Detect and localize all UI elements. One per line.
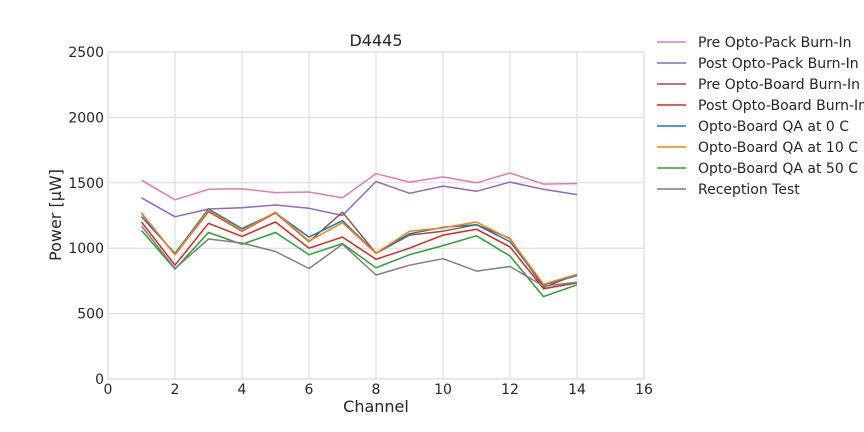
- chart-title: D4445: [349, 31, 402, 50]
- y-tick-label: 2500: [68, 45, 104, 61]
- y-tick-label: 2000: [68, 110, 104, 126]
- y-tick-label: 1000: [68, 241, 104, 257]
- series-line-1: [141, 172, 578, 201]
- legend-entry: Post Opto-Pack Burn-In: [698, 56, 859, 72]
- x-tick-label: 6: [305, 382, 314, 398]
- x-axis-label: Channel: [343, 397, 409, 416]
- series-line-2: [141, 180, 578, 218]
- y-tick-labels: 0 500 1000 1500 2000 2500: [68, 45, 104, 388]
- legend: Pre Opto-Pack Burn-In Post Opto-Pack Burn…: [657, 35, 864, 198]
- y-axis-label: Power [μW]: [46, 169, 65, 261]
- legend-entry: Reception Test: [698, 182, 800, 198]
- legend-entry: Post Opto-Board Burn-In: [698, 98, 864, 114]
- series-line-5: [140, 208, 578, 286]
- series-line-7: [140, 230, 578, 298]
- legend-entry: Pre Opto-Board Burn-In: [698, 77, 860, 93]
- legend-entry: Opto-Board QA at 50 C: [698, 161, 858, 177]
- y-tick-label: 0: [95, 372, 104, 388]
- x-tick-label: 8: [372, 382, 381, 398]
- x-tick-label: 10: [434, 382, 452, 398]
- series-lines: [140, 172, 578, 298]
- x-tick-labels: 0 2 4 6 8 10 12 14 16: [104, 382, 653, 398]
- x-tick-label: 4: [238, 382, 247, 398]
- x-tick-label: 14: [568, 382, 586, 398]
- x-tick-label: 16: [635, 382, 653, 398]
- x-tick-label: 2: [171, 382, 180, 398]
- x-tick-label: 12: [501, 382, 519, 398]
- series-line-6: [140, 209, 578, 285]
- legend-entry: Opto-Board QA at 0 C: [698, 119, 849, 135]
- grid-lines: [107, 51, 645, 380]
- series-line-4: [140, 221, 578, 290]
- series-line-8: [140, 225, 578, 287]
- y-tick-label: 500: [77, 307, 104, 323]
- y-tick-label: 1500: [68, 176, 104, 192]
- x-tick-label: 0: [104, 382, 113, 398]
- legend-entry: Opto-Board QA at 10 C: [698, 140, 858, 156]
- legend-entry: Pre Opto-Pack Burn-In: [698, 35, 852, 51]
- plot-frame: [107, 51, 645, 380]
